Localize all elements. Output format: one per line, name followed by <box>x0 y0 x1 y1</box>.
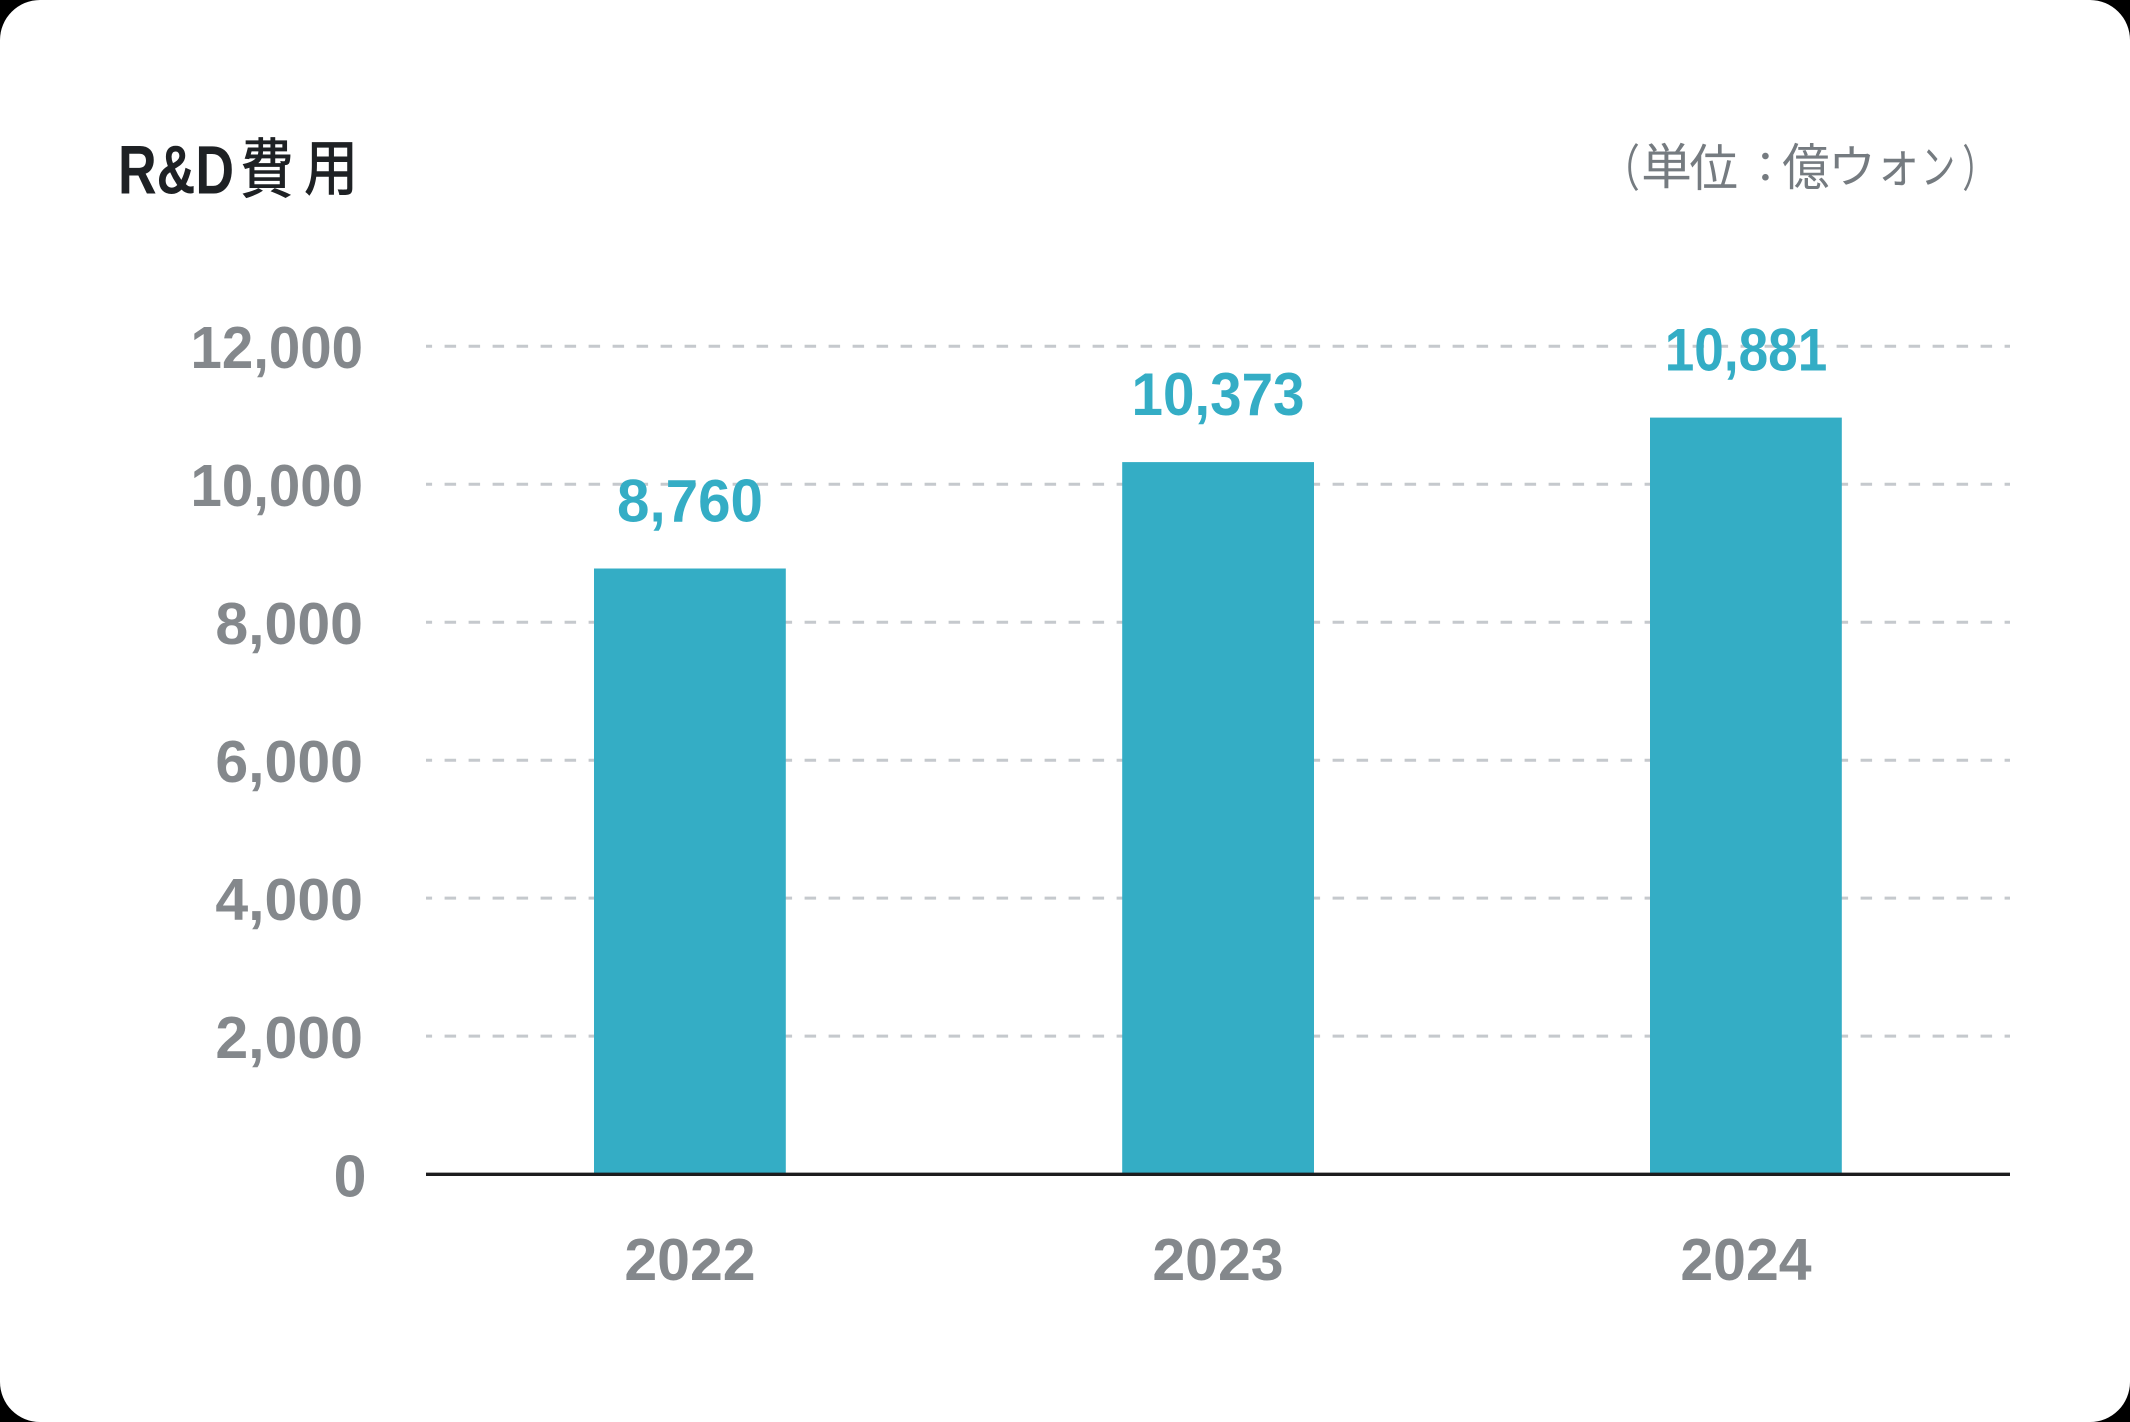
svg-text:2022: 2022 <box>624 1227 755 1293</box>
svg-text:8,760: 8,760 <box>617 467 763 534</box>
svg-text:0: 0 <box>334 1143 367 1209</box>
svg-text:2,000: 2,000 <box>215 1005 363 1071</box>
svg-text:6,000: 6,000 <box>215 729 363 795</box>
svg-text:R&D: R&D <box>118 132 234 208</box>
svg-text:2023: 2023 <box>1152 1227 1283 1293</box>
svg-text:8,000: 8,000 <box>215 591 363 657</box>
svg-text:10,000: 10,000 <box>191 453 364 519</box>
svg-text:2024: 2024 <box>1680 1227 1811 1293</box>
svg-text:4,000: 4,000 <box>215 867 363 933</box>
svg-text:12,000: 12,000 <box>191 315 364 381</box>
svg-text:10,373: 10,373 <box>1132 361 1305 428</box>
svg-text:10,881: 10,881 <box>1665 316 1828 383</box>
